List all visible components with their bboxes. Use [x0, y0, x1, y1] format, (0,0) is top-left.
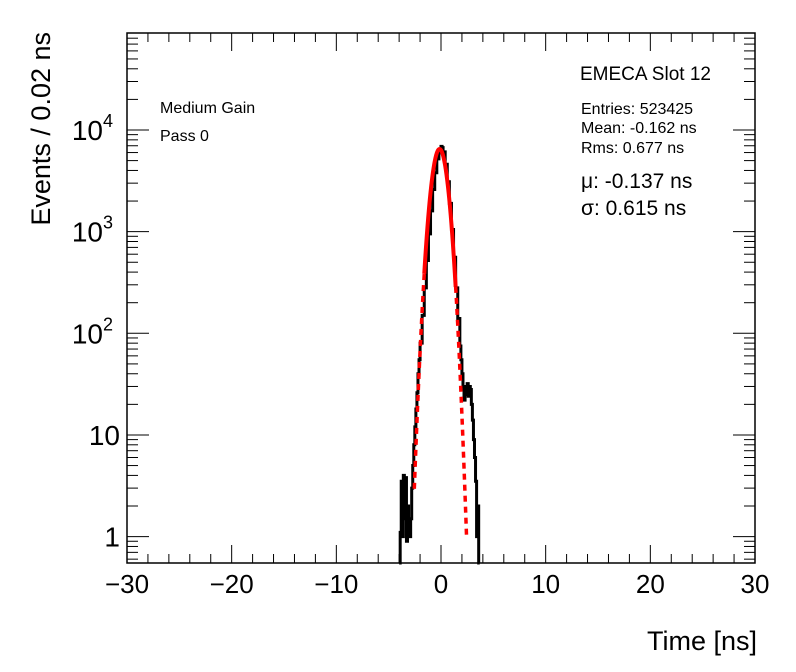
stats-entries: Entries: 523425	[581, 101, 693, 118]
y-tick-label: 1	[104, 522, 120, 553]
fit-sigma: σ: 0.615 ns	[581, 197, 686, 220]
x-tick-label: 20	[636, 569, 665, 599]
y-tick-label: 104	[72, 111, 113, 146]
x-tick-label: −30	[105, 569, 149, 599]
pass-label: Pass 0	[160, 128, 209, 145]
fit-curve-solid	[422, 147, 458, 288]
gain-label: Medium Gain	[160, 100, 255, 117]
x-tick-label: −20	[210, 569, 254, 599]
plot-frame	[126, 32, 756, 564]
fit-curve-dashed-right	[453, 286, 469, 540]
y-tick-label: 10	[89, 420, 120, 451]
chart-title: EMECA Slot 12	[580, 64, 711, 85]
series-layer	[398, 144, 481, 565]
x-tick-label: 10	[531, 569, 560, 599]
y-tick-label: 102	[72, 314, 113, 349]
tick-labels: −30 −20 −10 0 10 20 30 1 10 102 103 104	[72, 111, 770, 599]
fit-mu: μ: -0.137 ns	[581, 170, 692, 193]
x-tick-label: −10	[314, 569, 358, 599]
y-tick-label: 103	[72, 213, 113, 248]
stats-rms: Rms: 0.677 ns	[581, 140, 684, 157]
axis-ticks	[126, 32, 756, 563]
x-axis-label: Time [ns]	[647, 626, 757, 656]
x-tick-label: 0	[434, 569, 448, 599]
y-axis-label: Events / 0.02 ns	[26, 32, 56, 226]
x-tick-label: 30	[741, 569, 770, 599]
stats-mean: Mean: -0.162 ns	[581, 120, 697, 137]
